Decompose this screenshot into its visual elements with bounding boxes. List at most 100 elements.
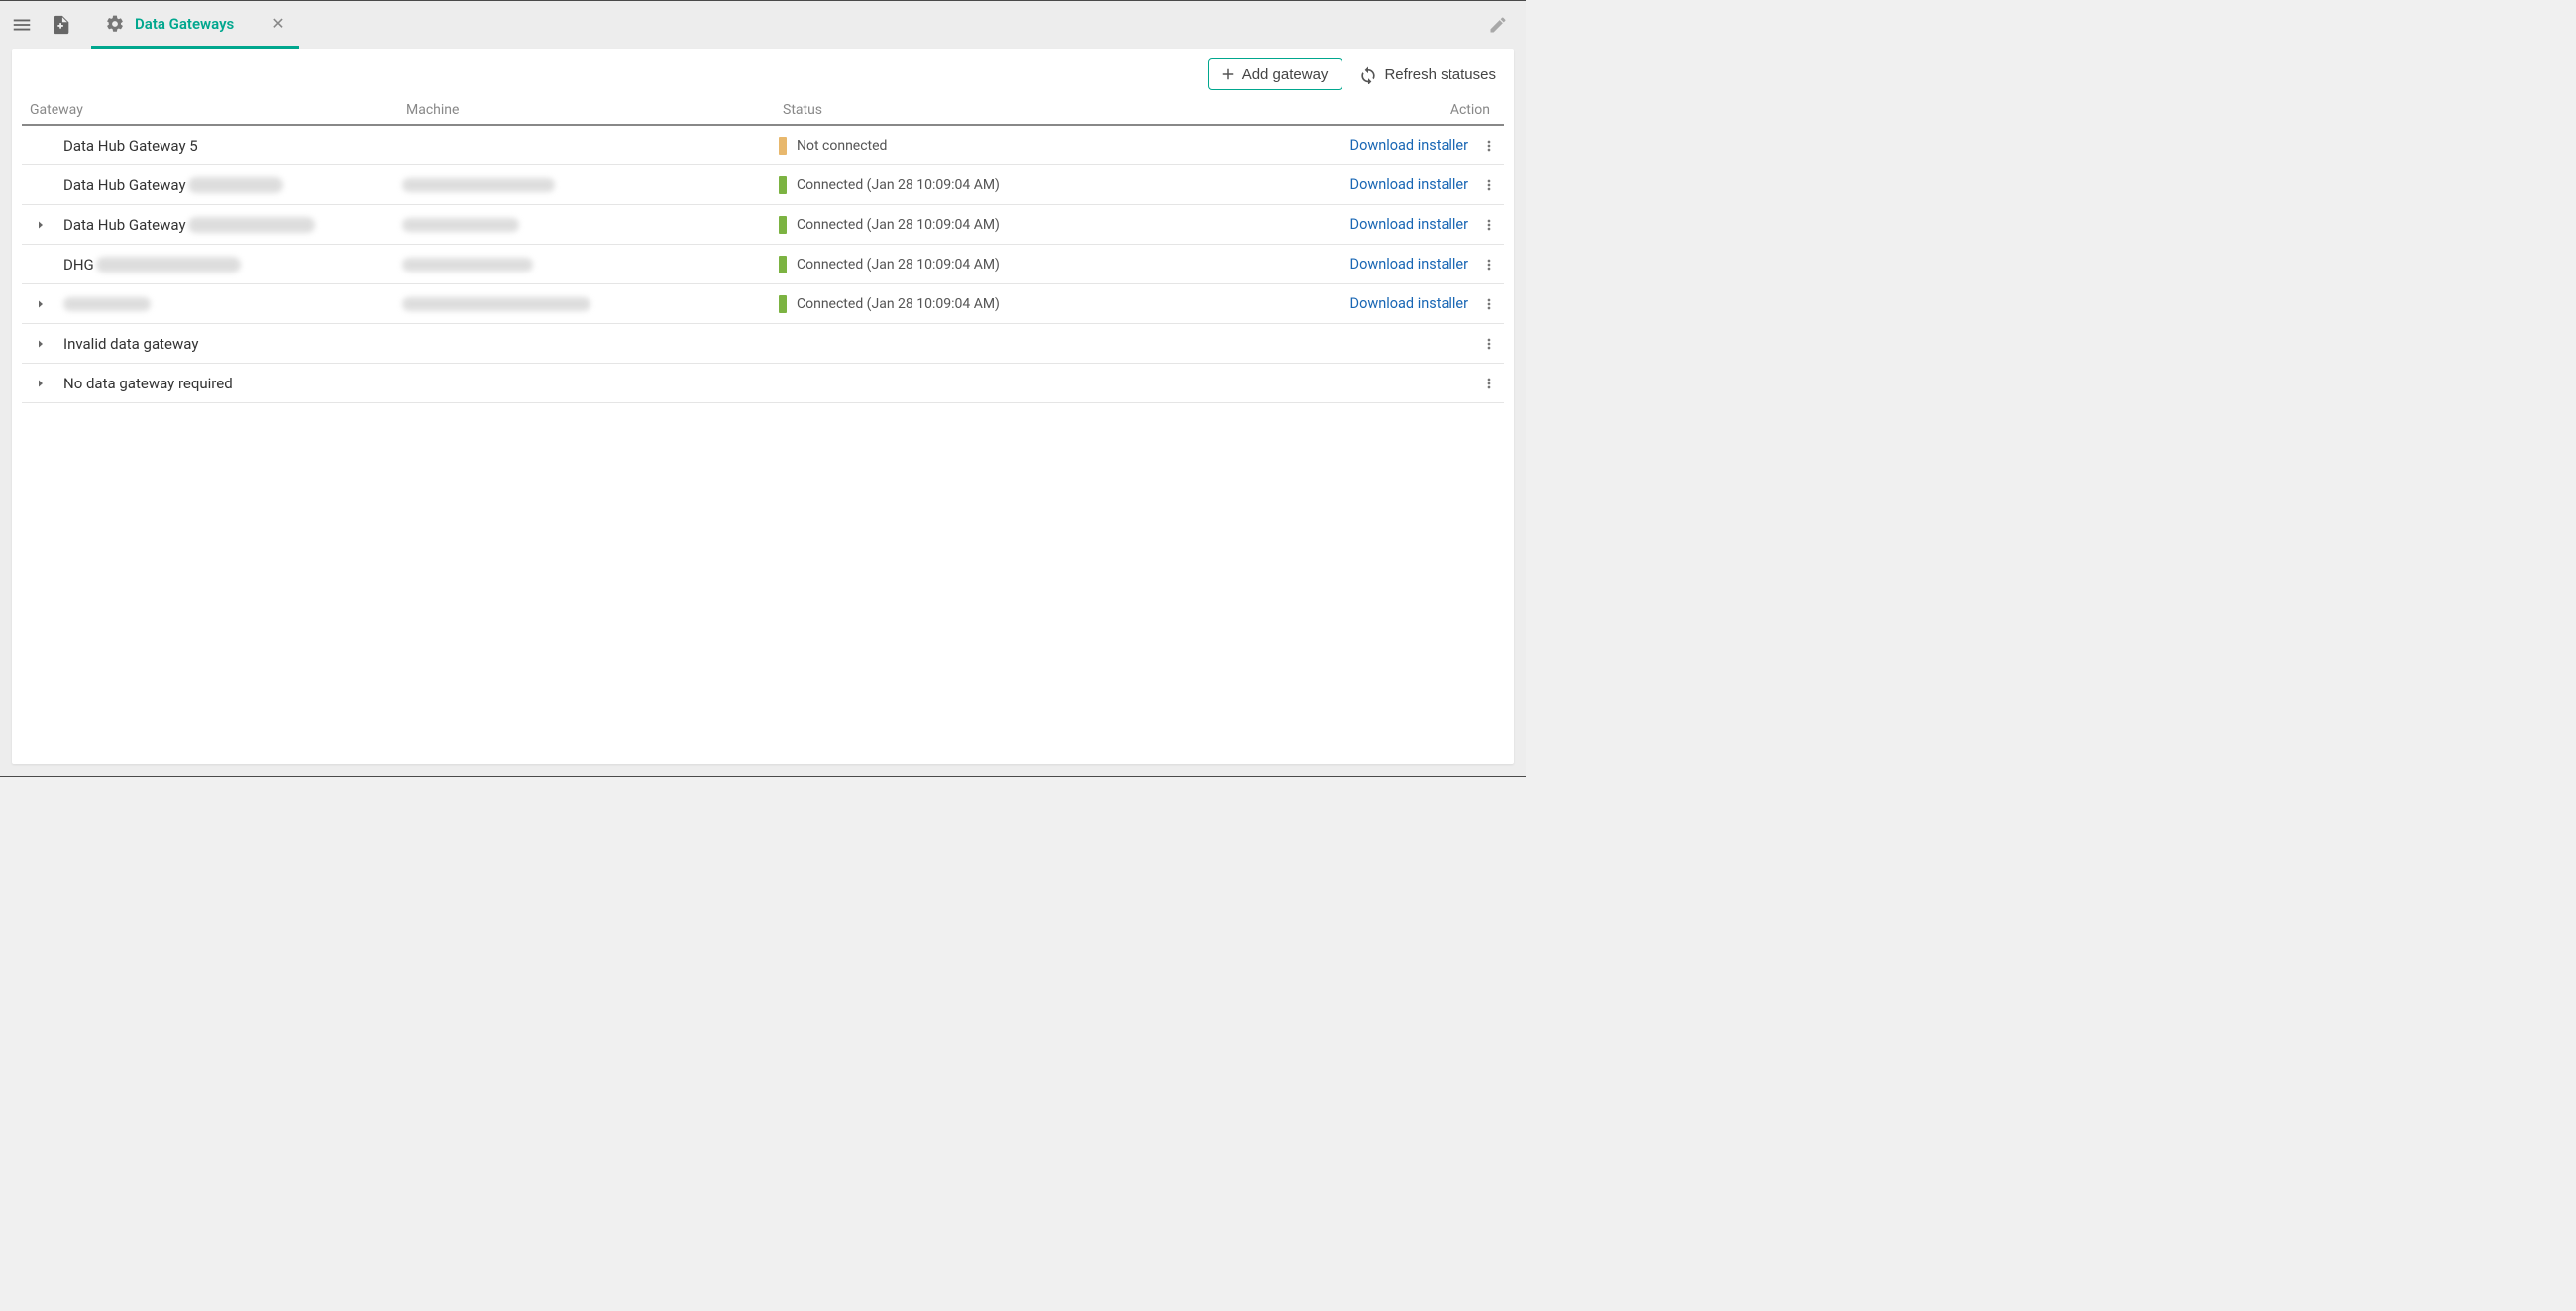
top-bar: Data Gateways ✕ — [0, 1, 1526, 49]
gateway-name: Data Hub Gateway — [63, 216, 186, 234]
cell-status: Connected (Jan 28 10:09:04 AM) — [775, 170, 1306, 200]
download-installer-link[interactable]: Download installer — [1350, 176, 1468, 193]
app-frame: Data Gateways ✕ Add gateway Refresh stat… — [0, 0, 1526, 777]
tab-data-gateways[interactable]: Data Gateways ✕ — [91, 1, 299, 49]
row-menu-button[interactable] — [1480, 213, 1498, 237]
status-text: Connected (Jan 28 10:09:04 AM) — [797, 257, 1000, 273]
redacted-text — [188, 217, 315, 233]
tab-strip: Data Gateways ✕ — [91, 1, 299, 49]
tab-close-button[interactable]: ✕ — [271, 16, 284, 32]
cell-gateway — [22, 289, 398, 319]
redacted-text — [63, 297, 151, 311]
gateway-name: No data gateway required — [63, 375, 233, 392]
cell-status — [775, 338, 1306, 350]
cell-status: Connected (Jan 28 10:09:04 AM) — [775, 289, 1306, 319]
row-menu-button[interactable] — [1480, 332, 1498, 356]
status-indicator — [779, 176, 787, 194]
redacted-text — [402, 297, 590, 311]
row-menu-button[interactable] — [1480, 173, 1498, 197]
download-installer-link[interactable]: Download installer — [1350, 216, 1468, 233]
table-row: No data gateway required — [22, 364, 1504, 403]
expand-toggle[interactable] — [32, 216, 50, 234]
table-body: Data Hub Gateway 5 Not connected Download … — [22, 126, 1504, 403]
gateway-name: DHG — [63, 256, 94, 273]
row-menu-button[interactable] — [1480, 253, 1498, 276]
hamburger-menu-button[interactable] — [8, 11, 36, 39]
status-text: Connected (Jan 28 10:09:04 AM) — [797, 217, 1000, 233]
gateway-name: Invalid data gateway — [63, 335, 198, 353]
cell-gateway: No data gateway required — [22, 369, 398, 398]
table-header: Gateway Machine Status Action — [22, 96, 1504, 126]
cell-machine — [398, 212, 775, 238]
download-installer-link[interactable]: Download installer — [1350, 295, 1468, 312]
cell-machine — [398, 140, 775, 152]
cell-status: Connected (Jan 28 10:09:04 AM) — [775, 250, 1306, 279]
cell-action: Download installer — [1306, 286, 1504, 322]
status-text: Not connected — [797, 138, 887, 154]
redacted-text — [402, 178, 555, 192]
status-indicator — [779, 256, 787, 273]
cell-machine — [398, 291, 775, 317]
cell-machine — [398, 172, 775, 198]
table-row: Connected (Jan 28 10:09:04 AM) Download i… — [22, 284, 1504, 324]
cell-machine — [398, 338, 775, 350]
gear-icon — [105, 14, 125, 34]
th-machine: Machine — [402, 102, 779, 118]
table-row: DHG Connected (Jan 28 10:09:04 AM) Downloa… — [22, 245, 1504, 284]
redacted-text — [96, 257, 241, 273]
cell-status — [775, 378, 1306, 389]
cell-action — [1306, 366, 1504, 401]
th-action: Action — [1302, 102, 1500, 118]
gateway-name: Data Hub Gateway — [63, 176, 186, 194]
add-gateway-button[interactable]: Add gateway — [1208, 58, 1343, 90]
refresh-icon — [1358, 64, 1378, 84]
new-file-button[interactable] — [48, 11, 75, 39]
row-menu-button[interactable] — [1480, 134, 1498, 158]
cell-machine — [398, 378, 775, 389]
status-indicator — [779, 295, 787, 313]
cell-action: Download installer — [1306, 207, 1504, 243]
table-row: Invalid data gateway — [22, 324, 1504, 364]
plus-icon — [1219, 65, 1236, 83]
redacted-text — [402, 218, 519, 232]
redacted-text — [188, 177, 283, 193]
table-row: Data Hub Gateway Connected (Jan 28 10:09:… — [22, 165, 1504, 205]
cell-action: Download installer — [1306, 128, 1504, 164]
cell-gateway: DHG — [22, 250, 398, 279]
cell-gateway: Data Hub Gateway — [22, 170, 398, 200]
tab-label: Data Gateways — [135, 15, 234, 33]
status-indicator — [779, 137, 787, 155]
status-text: Connected (Jan 28 10:09:04 AM) — [797, 177, 1000, 193]
status-indicator — [779, 216, 787, 234]
download-installer-link[interactable]: Download installer — [1350, 137, 1468, 154]
hamburger-icon — [11, 14, 33, 36]
cell-action: Download installer — [1306, 167, 1504, 203]
cell-machine — [398, 252, 775, 277]
cell-status: Not connected — [775, 131, 1306, 161]
cell-action: Download installer — [1306, 247, 1504, 282]
download-installer-link[interactable]: Download installer — [1350, 256, 1468, 273]
row-menu-button[interactable] — [1480, 292, 1498, 316]
cell-status: Connected (Jan 28 10:09:04 AM) — [775, 210, 1306, 240]
th-status: Status — [779, 102, 1302, 118]
cell-gateway: Data Hub Gateway 5 — [22, 131, 398, 161]
expand-toggle[interactable] — [32, 335, 50, 353]
th-gateway: Gateway — [26, 102, 402, 118]
cell-action — [1306, 326, 1504, 362]
add-gateway-label: Add gateway — [1242, 66, 1329, 83]
status-text: Connected (Jan 28 10:09:04 AM) — [797, 296, 1000, 312]
table-row: Data Hub Gateway 5 Not connected Download … — [22, 126, 1504, 165]
expand-toggle[interactable] — [32, 375, 50, 392]
content-panel: Add gateway Refresh statuses Gateway Mac… — [12, 49, 1514, 764]
expand-toggle[interactable] — [32, 295, 50, 313]
edit-button[interactable] — [1488, 15, 1508, 39]
redacted-text — [402, 258, 533, 272]
row-menu-button[interactable] — [1480, 372, 1498, 395]
cell-gateway: Invalid data gateway — [22, 329, 398, 359]
cell-gateway: Data Hub Gateway — [22, 210, 398, 240]
gateway-name: Data Hub Gateway 5 — [63, 137, 198, 155]
actions-row: Add gateway Refresh statuses — [12, 49, 1514, 96]
refresh-statuses-button[interactable]: Refresh statuses — [1354, 58, 1500, 90]
table-row: Data Hub Gateway Connected (Jan 28 10:09:… — [22, 205, 1504, 245]
refresh-statuses-label: Refresh statuses — [1384, 66, 1496, 83]
